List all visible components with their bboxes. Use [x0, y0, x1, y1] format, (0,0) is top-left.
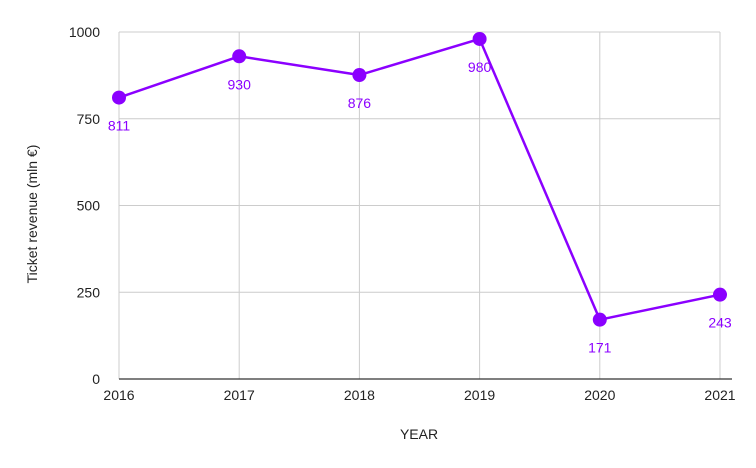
data-point-2020	[592, 312, 607, 327]
axes: 0 250 500 750 1000 2016 2017 2018 2019 2020 2021	[69, 24, 736, 403]
y-tick-label: 1000	[69, 24, 100, 40]
series-ticket-revenue	[112, 31, 727, 327]
x-tick-label: 2021	[704, 387, 735, 403]
y-tick-label: 500	[77, 198, 101, 214]
x-tick-label: 2018	[344, 387, 375, 403]
y-tick-label: 250	[77, 284, 101, 300]
data-point-2021	[713, 287, 727, 302]
data-point-2017	[232, 49, 247, 64]
y-tick-label: 0	[92, 371, 100, 387]
x-tick-label: 2016	[103, 387, 134, 403]
data-label-2020: 171	[588, 340, 612, 356]
data-point-2018	[352, 68, 367, 83]
data-label-2017: 930	[228, 76, 252, 92]
gridlines	[118, 31, 721, 379]
data-label-2021: 243	[708, 315, 732, 331]
data-label-2016: 811	[108, 118, 131, 134]
y-tick-label: 750	[77, 111, 101, 127]
x-tick-label: 2020	[584, 387, 615, 403]
series-line	[118, 37, 721, 321]
data-point-2016	[112, 90, 126, 105]
x-tick-label: 2017	[224, 387, 255, 403]
data-labels: 811 930 876 980 171 243	[108, 59, 732, 356]
x-axis-title: YEAR	[400, 426, 438, 442]
y-axis-title: Ticket revenue (mln €)	[24, 145, 40, 284]
data-label-2019: 980	[468, 59, 492, 75]
data-label-2018: 876	[348, 95, 372, 111]
data-point-2019	[472, 31, 487, 46]
x-tick-label: 2019	[464, 387, 495, 403]
